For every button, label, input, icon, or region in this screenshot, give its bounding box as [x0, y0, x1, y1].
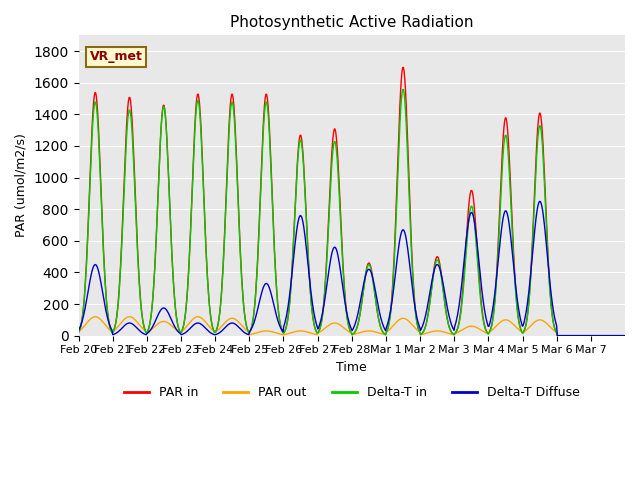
Y-axis label: PAR (umol/m2/s): PAR (umol/m2/s) [15, 133, 28, 238]
X-axis label: Time: Time [337, 361, 367, 374]
Legend: PAR in, PAR out, Delta-T in, Delta-T Diffuse: PAR in, PAR out, Delta-T in, Delta-T Dif… [119, 382, 584, 405]
Text: VR_met: VR_met [90, 50, 142, 63]
Title: Photosynthetic Active Radiation: Photosynthetic Active Radiation [230, 15, 474, 30]
